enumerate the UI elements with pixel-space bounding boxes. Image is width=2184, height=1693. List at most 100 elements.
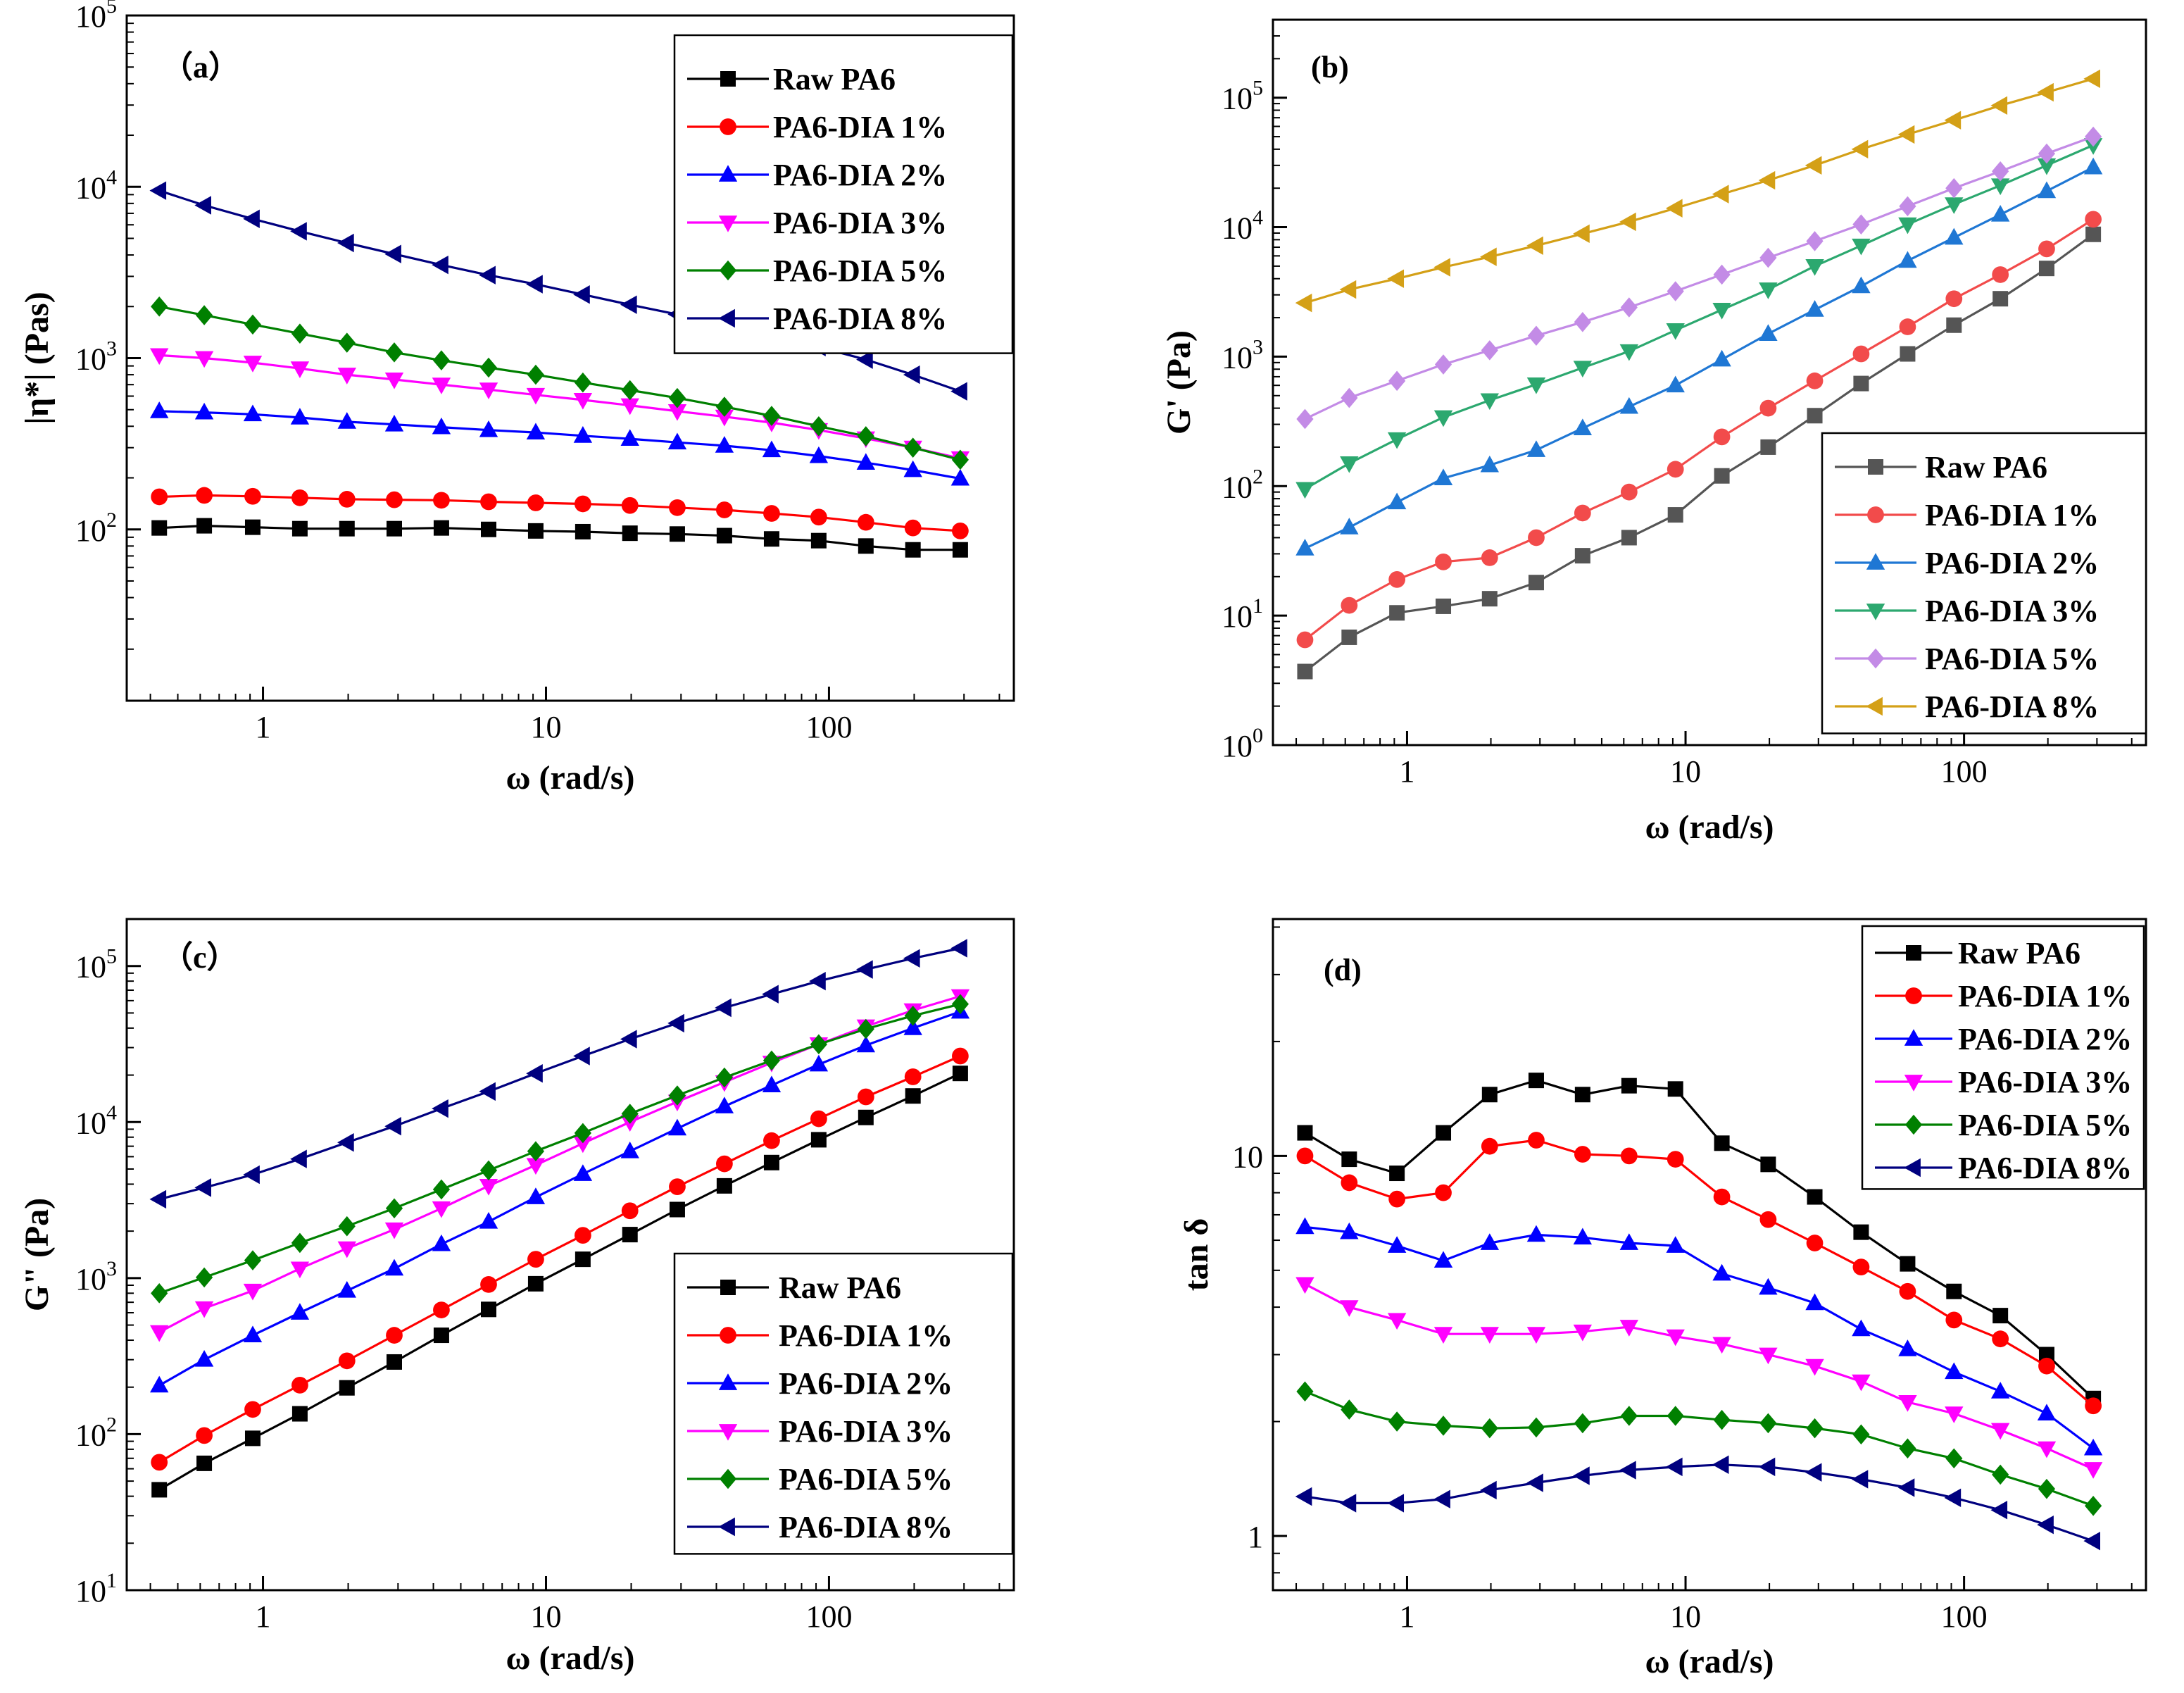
legend-marker xyxy=(1866,648,1885,669)
data-point xyxy=(2037,1515,2054,1535)
series-pa6-dia-8- xyxy=(1295,69,2101,313)
data-point xyxy=(1898,1395,1917,1412)
data-point xyxy=(2083,1438,2103,1456)
legend-marker xyxy=(720,71,736,87)
data-point xyxy=(1434,1416,1452,1436)
data-point xyxy=(1806,1418,1824,1439)
data-point xyxy=(1619,1461,1636,1480)
data-point xyxy=(433,1327,449,1344)
data-point xyxy=(149,1189,167,1209)
legend-label: PA6-DIA 1% xyxy=(779,1318,953,1353)
data-point xyxy=(716,501,733,518)
data-point xyxy=(905,1088,921,1104)
data-point xyxy=(762,406,781,426)
data-point xyxy=(1574,504,1591,522)
data-point xyxy=(1434,354,1452,375)
data-point xyxy=(151,488,168,506)
data-point xyxy=(2038,261,2054,277)
data-point xyxy=(1295,1487,1312,1506)
data-point xyxy=(1387,492,1407,510)
data-point xyxy=(244,519,261,535)
data-point xyxy=(2085,1397,2102,1415)
legend-marker xyxy=(1866,553,1885,570)
data-point xyxy=(857,426,874,446)
data-point xyxy=(433,492,450,509)
data-point xyxy=(244,1430,261,1447)
data-point xyxy=(1480,1327,1500,1344)
data-point xyxy=(668,1085,686,1106)
data-point xyxy=(1992,266,2009,283)
series-line xyxy=(1305,1225,2095,1449)
data-point xyxy=(151,1482,168,1498)
y-tick-label: 104 xyxy=(75,165,117,205)
data-point xyxy=(1480,1233,1500,1250)
data-point xyxy=(903,1018,922,1035)
data-point xyxy=(1945,290,1963,308)
data-point xyxy=(952,523,969,539)
data-point xyxy=(1946,1283,1962,1299)
data-point xyxy=(1805,1358,1824,1376)
data-point xyxy=(1340,1222,1359,1239)
data-point xyxy=(1480,247,1497,266)
series-pa6-dia-5- xyxy=(151,296,969,470)
data-point xyxy=(385,342,403,363)
data-point xyxy=(1990,178,2010,196)
legend-label: PA6-DIA 3% xyxy=(1925,594,2099,628)
y-tick-label: 102 xyxy=(1222,465,1263,504)
data-point xyxy=(526,423,546,440)
data-point xyxy=(337,1133,354,1152)
data-point xyxy=(1992,1464,2009,1485)
y-tick-label: 103 xyxy=(75,337,117,377)
data-point xyxy=(290,408,310,425)
data-point xyxy=(196,487,213,504)
data-point xyxy=(620,1030,637,1049)
data-point xyxy=(151,1283,168,1304)
y-axis-title: G' (Pa) xyxy=(1160,330,1198,435)
data-point xyxy=(1759,1347,1778,1365)
data-point xyxy=(1620,297,1638,318)
data-point xyxy=(1807,1189,1823,1205)
legend: Raw PA6 PA6-DIA 1% PA6-DIA 2% PA6-DIA 3% PA6… xyxy=(673,1252,1014,1555)
data-point xyxy=(762,1050,781,1071)
data-point xyxy=(1852,1374,1871,1392)
data-point xyxy=(2083,1462,2103,1479)
series-pa6-dia-1- xyxy=(151,487,969,539)
legend-label: PA6-DIA 1% xyxy=(1925,498,2099,532)
legend-box xyxy=(673,34,1014,354)
data-point xyxy=(1573,361,1593,378)
legend-marker xyxy=(719,260,737,281)
data-point xyxy=(669,499,686,516)
data-point xyxy=(1387,1494,1405,1513)
data-point xyxy=(1714,468,1730,484)
data-point xyxy=(667,404,687,421)
legend-marker xyxy=(718,308,735,328)
x-tick-label: 100 xyxy=(805,710,852,744)
data-point xyxy=(527,364,545,385)
data-point xyxy=(1527,325,1545,346)
data-point xyxy=(1990,204,2010,222)
data-point xyxy=(1620,1406,1638,1426)
chart-panel-b: 1 10 100 100 101 102 103 104 105 ω (rad/s) G' (Pa)… xyxy=(1160,18,2147,846)
data-point xyxy=(1805,156,1822,175)
data-point xyxy=(1387,269,1405,288)
data-point xyxy=(526,275,543,294)
data-point xyxy=(194,351,214,368)
series-pa6-dia-1- xyxy=(1296,1132,2102,1415)
series-line xyxy=(159,410,961,480)
data-point xyxy=(1853,1224,1869,1240)
data-point xyxy=(1805,1293,1824,1311)
data-point xyxy=(1898,217,1917,235)
data-point xyxy=(151,296,168,317)
series-line xyxy=(1304,135,2094,420)
data-point xyxy=(1990,1382,2010,1399)
data-point xyxy=(1897,1478,1915,1497)
data-point xyxy=(2037,158,2057,175)
data-point xyxy=(903,949,920,968)
data-point xyxy=(526,1158,546,1175)
data-point xyxy=(1667,1081,1683,1097)
y-axis-title: |η*| (Pas) xyxy=(18,292,56,424)
data-point xyxy=(2085,126,2102,147)
data-point xyxy=(2038,143,2056,164)
plot-frame xyxy=(1272,18,2147,746)
data-point xyxy=(526,1063,543,1083)
